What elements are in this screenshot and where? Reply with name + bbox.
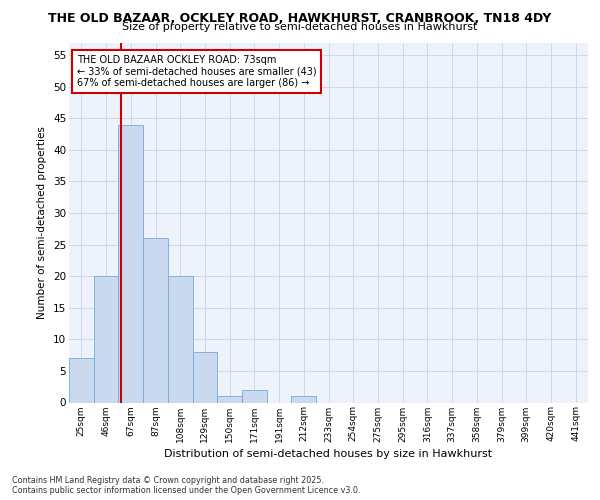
Bar	[94, 276, 118, 402]
Bar	[143, 238, 168, 402]
Bar	[292, 396, 316, 402]
Text: THE OLD BAZAAR, OCKLEY ROAD, HAWKHURST, CRANBROOK, TN18 4DY: THE OLD BAZAAR, OCKLEY ROAD, HAWKHURST, …	[49, 12, 551, 26]
X-axis label: Distribution of semi-detached houses by size in Hawkhurst: Distribution of semi-detached houses by …	[164, 448, 493, 458]
Bar	[242, 390, 267, 402]
Bar	[69, 358, 94, 403]
Y-axis label: Number of semi-detached properties: Number of semi-detached properties	[37, 126, 47, 319]
Text: Contains HM Land Registry data © Crown copyright and database right 2025.
Contai: Contains HM Land Registry data © Crown c…	[12, 476, 361, 495]
Bar	[217, 396, 242, 402]
Bar	[168, 276, 193, 402]
Bar	[118, 124, 143, 402]
Bar	[193, 352, 217, 403]
Text: Size of property relative to semi-detached houses in Hawkhurst: Size of property relative to semi-detach…	[122, 22, 478, 32]
Text: THE OLD BAZAAR OCKLEY ROAD: 73sqm
← 33% of semi-detached houses are smaller (43): THE OLD BAZAAR OCKLEY ROAD: 73sqm ← 33% …	[77, 55, 316, 88]
